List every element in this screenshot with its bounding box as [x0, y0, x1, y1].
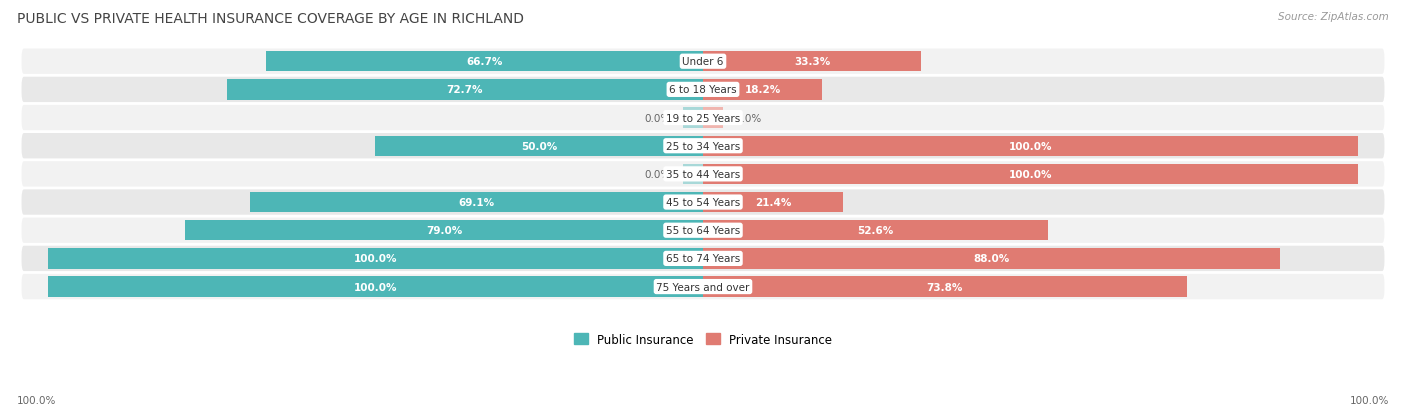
Bar [703, 192, 844, 213]
Text: Source: ZipAtlas.com: Source: ZipAtlas.com [1278, 12, 1389, 22]
Text: PUBLIC VS PRIVATE HEALTH INSURANCE COVERAGE BY AGE IN RICHLAND: PUBLIC VS PRIVATE HEALTH INSURANCE COVER… [17, 12, 524, 26]
Text: 65 to 74 Years: 65 to 74 Years [666, 254, 740, 264]
FancyBboxPatch shape [21, 162, 1385, 187]
Text: 55 to 64 Years: 55 to 64 Years [666, 225, 740, 236]
FancyBboxPatch shape [21, 274, 1385, 299]
Bar [703, 277, 1187, 297]
Text: 88.0%: 88.0% [973, 254, 1010, 264]
Bar [703, 108, 723, 128]
Bar [703, 164, 1358, 185]
Text: 100.0%: 100.0% [1350, 395, 1389, 405]
FancyBboxPatch shape [21, 106, 1385, 131]
Bar [703, 52, 921, 72]
FancyBboxPatch shape [21, 134, 1385, 159]
Legend: Public Insurance, Private Insurance: Public Insurance, Private Insurance [569, 328, 837, 351]
Text: 6 to 18 Years: 6 to 18 Years [669, 85, 737, 95]
Bar [703, 80, 823, 100]
Text: 100.0%: 100.0% [17, 395, 56, 405]
Bar [266, 52, 703, 72]
Text: 0.0%: 0.0% [735, 113, 762, 123]
Text: 100.0%: 100.0% [354, 282, 396, 292]
Text: Under 6: Under 6 [682, 57, 724, 67]
FancyBboxPatch shape [21, 218, 1385, 243]
Text: 18.2%: 18.2% [745, 85, 780, 95]
Text: 50.0%: 50.0% [522, 141, 557, 151]
FancyBboxPatch shape [21, 190, 1385, 215]
Text: 0.0%: 0.0% [644, 169, 671, 180]
Text: 35 to 44 Years: 35 to 44 Years [666, 169, 740, 180]
Text: 100.0%: 100.0% [1010, 169, 1052, 180]
FancyBboxPatch shape [21, 50, 1385, 75]
Text: 0.0%: 0.0% [644, 113, 671, 123]
Text: 52.6%: 52.6% [858, 225, 893, 236]
Text: 73.8%: 73.8% [927, 282, 963, 292]
FancyBboxPatch shape [21, 78, 1385, 103]
Bar [226, 80, 703, 100]
Bar [186, 221, 703, 241]
Text: 69.1%: 69.1% [458, 197, 495, 208]
Text: 100.0%: 100.0% [1010, 141, 1052, 151]
Text: 25 to 34 Years: 25 to 34 Years [666, 141, 740, 151]
Bar [683, 108, 703, 128]
Bar [703, 136, 1358, 157]
Text: 72.7%: 72.7% [447, 85, 484, 95]
Bar [48, 277, 703, 297]
Bar [703, 221, 1047, 241]
Text: 33.3%: 33.3% [794, 57, 830, 67]
Bar [375, 136, 703, 157]
Bar [250, 192, 703, 213]
Text: 75 Years and over: 75 Years and over [657, 282, 749, 292]
FancyBboxPatch shape [21, 246, 1385, 271]
Text: 79.0%: 79.0% [426, 225, 463, 236]
Bar [48, 249, 703, 269]
Bar [703, 249, 1279, 269]
Text: 19 to 25 Years: 19 to 25 Years [666, 113, 740, 123]
Text: 66.7%: 66.7% [467, 57, 503, 67]
Text: 21.4%: 21.4% [755, 197, 792, 208]
Text: 45 to 54 Years: 45 to 54 Years [666, 197, 740, 208]
Bar [683, 164, 703, 185]
Text: 100.0%: 100.0% [354, 254, 396, 264]
